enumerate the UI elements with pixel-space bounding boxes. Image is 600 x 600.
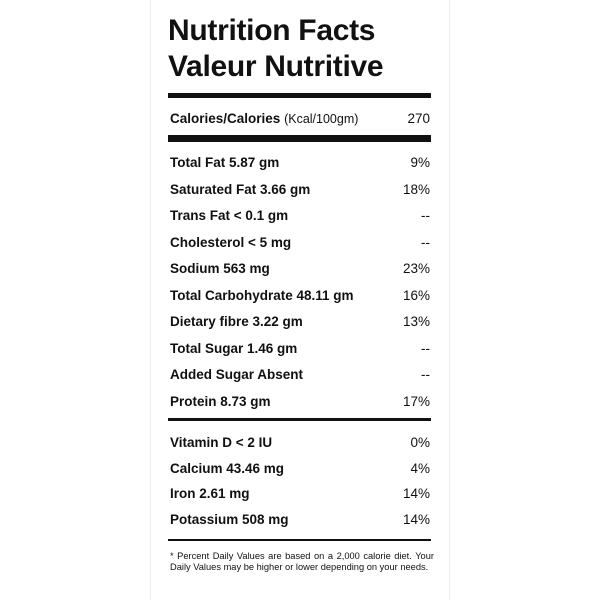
label-panel (150, 0, 450, 600)
nutrient-label: Iron 2.61 mg (170, 486, 250, 501)
daily-value: 14% (402, 486, 430, 501)
nutrient-label: Total Fat 5.87 gm (170, 155, 280, 170)
nutrient-row: Cholesterol < 5 mg -- (168, 232, 430, 254)
daily-value: -- (421, 340, 430, 356)
nutrient-label: Vitamin D < 2 IU (170, 435, 273, 450)
daily-value: 13% (402, 314, 430, 329)
nutrient-label: Sodium 563 mg (170, 261, 270, 276)
nutrient-row: Added Sugar Absent -- (168, 364, 430, 386)
daily-value: 16% (402, 287, 430, 303)
nutrient-row: Total Sugar 1.46 gm -- (168, 338, 430, 360)
nutrient-row: Saturated Fat 3.66 gm 18% (168, 179, 430, 201)
daily-value: 18% (402, 181, 430, 197)
calories-unit: (Kcal/100gm) (284, 112, 359, 126)
nutrient-row: Sodium 563 mg 23% (168, 258, 430, 280)
title: Nutrition Facts (168, 14, 376, 47)
nutrient-row: Vitamin D < 2 IU 0% (168, 432, 430, 454)
nutrient-row: Iron 2.61 mg 14% (168, 483, 430, 505)
nutrient-row: Total Carbohydrate 48.11 gm 16% (168, 285, 430, 307)
calories-label-group: Calories/Calories (Kcal/100gm) (170, 108, 358, 130)
nutrient-label: Total Sugar 1.46 gm (170, 340, 298, 356)
daily-value: 23% (402, 261, 430, 276)
daily-value: 0% (410, 435, 430, 450)
calories-value: 270 (407, 111, 430, 126)
thick-rule (168, 135, 431, 142)
daily-value: 4% (410, 460, 430, 476)
daily-value: 17% (402, 393, 430, 409)
calories-row: Calories/Calories (Kcal/100gm) 270 (168, 108, 430, 130)
rule (168, 539, 431, 541)
nutrient-row: Trans Fat < 0.1 gm -- (168, 205, 430, 227)
thick-rule (168, 93, 431, 98)
nutrient-label: Protein 8.73 gm (170, 393, 271, 409)
daily-value: -- (421, 234, 430, 250)
nutrient-label: Trans Fat < 0.1 gm (170, 208, 289, 223)
nutrient-row: Total Fat 5.87 gm 9% (168, 152, 430, 174)
nutrient-label: Dietary fibre 3.22 gm (170, 314, 303, 329)
footnote: * Percent Daily Values are based on a 2,… (170, 551, 434, 572)
nutrient-row: Potassium 508 mg 14% (168, 509, 430, 531)
rule (168, 418, 431, 421)
nutrient-label: Cholesterol < 5 mg (170, 234, 292, 250)
nutrient-label: Potassium 508 mg (170, 511, 289, 527)
daily-value: -- (421, 367, 430, 382)
nutrient-row: Dietary fibre 3.22 gm 13% (168, 311, 430, 333)
nutrient-label: Calcium 43.46 mg (170, 460, 285, 476)
calories-label: Calories/Calories (170, 111, 281, 126)
nutrient-label: Added Sugar Absent (170, 367, 304, 382)
daily-value: 14% (402, 511, 430, 527)
nutrient-label: Saturated Fat 3.66 gm (170, 181, 311, 197)
nutrient-label: Total Carbohydrate 48.11 gm (170, 287, 354, 303)
nutrient-row: Protein 8.73 gm 17% (168, 391, 430, 413)
nutrient-row: Calcium 43.46 mg 4% (168, 458, 430, 480)
daily-value: 9% (410, 155, 430, 170)
daily-value: -- (421, 208, 430, 223)
title: Valeur Nutritive (168, 50, 384, 83)
